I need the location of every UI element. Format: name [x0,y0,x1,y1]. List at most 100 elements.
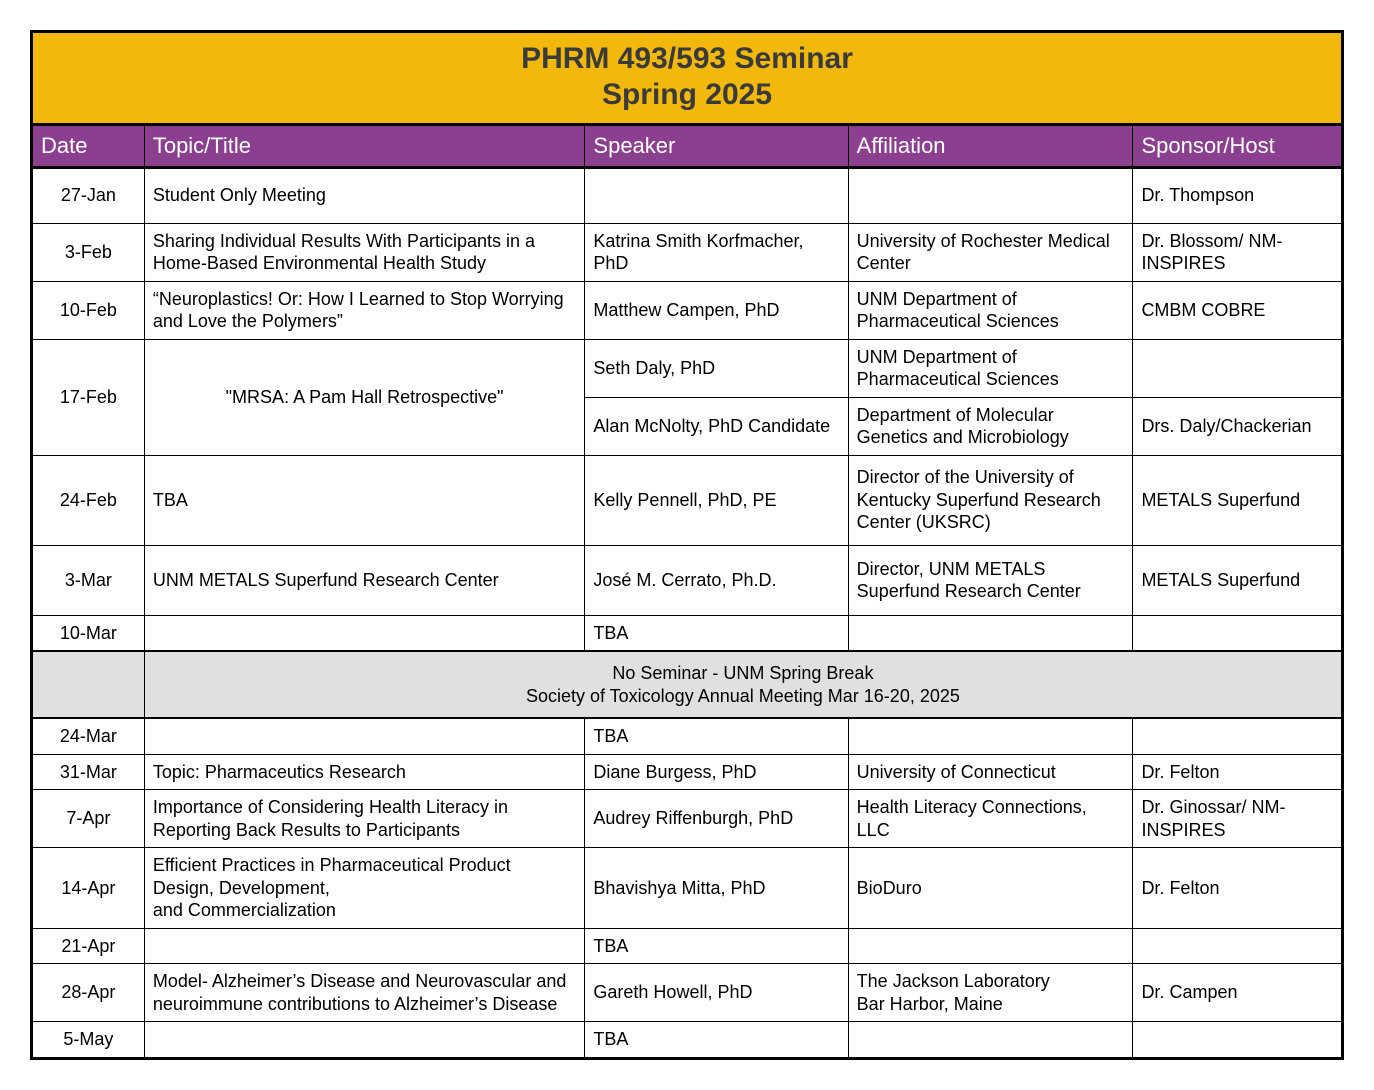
table-row: 24-Feb TBA Kelly Pennell, PhD, PE Direct… [32,455,1343,545]
date-cell: 14-Apr [32,848,145,929]
break-row: No Seminar - UNM Spring Break Society of… [32,651,1343,718]
affiliation-cell [848,1022,1133,1059]
speaker-cell: Audrey Riffenburgh, PhD [585,790,848,848]
topic-cell: TBA [144,455,585,545]
date-cell: 31-Mar [32,754,145,790]
affiliation-cell: UNM Department of Pharmaceutical Science… [848,281,1133,339]
page-title: PHRM 493/593 Seminar Spring 2025 [32,32,1343,125]
speaker-cell: Matthew Campen, PhD [585,281,848,339]
table-row: 3-Mar UNM METALS Superfund Research Cent… [32,545,1343,615]
column-headers: Date Topic/Title Speaker Affiliation Spo… [32,125,1343,168]
table-row: 17-Feb "MRSA: A Pam Hall Retrospective" … [32,339,1343,397]
table-row: 14-Apr Efficient Practices in Pharmaceut… [32,848,1343,929]
affiliation-cell [848,167,1133,223]
date-cell: 27-Jan [32,167,145,223]
topic-cell [144,928,585,964]
host-cell: Dr. Thompson [1133,167,1343,223]
table-row: 7-Apr Importance of Considering Health L… [32,790,1343,848]
title-line2: Spring 2025 [602,78,772,111]
topic-cell [144,615,585,651]
affiliation-cell: The Jackson Laboratory Bar Harbor, Maine [848,964,1133,1022]
topic-cell: “Neuroplastics! Or: How I Learned to Sto… [144,281,585,339]
affiliation-cell: BioDuro [848,848,1133,929]
speaker-cell: Alan McNolty, PhD Candidate [585,397,848,455]
speaker-cell: TBA [585,1022,848,1059]
affiliation-cell: UNM Department of Pharmaceutical Science… [848,339,1133,397]
topic-cell: Topic: Pharmaceutics Research [144,754,585,790]
date-cell: 17-Feb [32,339,145,455]
break-line2: Society of Toxicology Annual Meeting Mar… [526,686,960,706]
col-topic: Topic/Title [144,125,585,168]
host-cell: Dr. Ginossar/ NM-INSPIRES [1133,790,1343,848]
topic-cell: Efficient Practices in Pharmaceutical Pr… [144,848,585,929]
speaker-cell: Bhavishya Mitta, PhD [585,848,848,929]
table-row: 27-Jan Student Only Meeting Dr. Thompson [32,167,1343,223]
col-date: Date [32,125,145,168]
affiliation-cell: Department of Molecular Genetics and Mic… [848,397,1133,455]
col-speaker: Speaker [585,125,848,168]
host-cell: Dr. Campen [1133,964,1343,1022]
date-cell: 28-Apr [32,964,145,1022]
speaker-cell: TBA [585,718,848,754]
host-cell: CMBM COBRE [1133,281,1343,339]
speaker-cell: Diane Burgess, PhD [585,754,848,790]
topic-cell: Sharing Individual Results With Particip… [144,223,585,281]
date-cell: 3-Feb [32,223,145,281]
affiliation-cell: Director of the University of Kentucky S… [848,455,1133,545]
speaker-cell: TBA [585,928,848,964]
table-row: 5-May TBA [32,1022,1343,1059]
host-cell: Dr. Felton [1133,754,1343,790]
date-cell: 24-Mar [32,718,145,754]
topic-cell [144,718,585,754]
date-cell: 10-Mar [32,615,145,651]
title-row: PHRM 493/593 Seminar Spring 2025 [32,32,1343,125]
seminar-schedule-table: PHRM 493/593 Seminar Spring 2025 Date To… [30,30,1344,1060]
affiliation-cell: University of Connecticut [848,754,1133,790]
table-row: 31-Mar Topic: Pharmaceutics Research Dia… [32,754,1343,790]
break-line1: No Seminar - UNM Spring Break [612,663,873,683]
affiliation-cell [848,928,1133,964]
col-affiliation: Affiliation [848,125,1133,168]
host-cell: Dr. Blossom/ NM-INSPIRES [1133,223,1343,281]
host-cell: METALS Superfund [1133,455,1343,545]
topic-cell: Student Only Meeting [144,167,585,223]
speaker-cell: Kelly Pennell, PhD, PE [585,455,848,545]
date-cell: 10-Feb [32,281,145,339]
topic-cell: Importance of Considering Health Literac… [144,790,585,848]
host-cell [1133,928,1343,964]
table-row: 10-Feb “Neuroplastics! Or: How I Learned… [32,281,1343,339]
affiliation-cell: University of Rochester Medical Center [848,223,1133,281]
date-cell: 3-Mar [32,545,145,615]
table-row: 3-Feb Sharing Individual Results With Pa… [32,223,1343,281]
table-row: 24-Mar TBA [32,718,1343,754]
date-cell: 21-Apr [32,928,145,964]
table-row: 21-Apr TBA [32,928,1343,964]
affiliation-cell: Director, UNM METALS Superfund Research … [848,545,1133,615]
break-cell: No Seminar - UNM Spring Break Society of… [144,651,1342,718]
host-cell [1133,615,1343,651]
date-cell: 7-Apr [32,790,145,848]
host-cell: Drs. Daly/Chackerian [1133,397,1343,455]
date-cell: 24-Feb [32,455,145,545]
title-line1: PHRM 493/593 Seminar [521,42,853,75]
topic-cell: UNM METALS Superfund Research Center [144,545,585,615]
speaker-cell [585,167,848,223]
host-cell [1133,1022,1343,1059]
speaker-cell: Seth Daly, PhD [585,339,848,397]
affiliation-cell: Health Literacy Connections, LLC [848,790,1133,848]
speaker-cell: José M. Cerrato, Ph.D. [585,545,848,615]
topic-cell [144,1022,585,1059]
date-cell: 5-May [32,1022,145,1059]
host-cell [1133,339,1343,397]
host-cell [1133,718,1343,754]
col-host: Sponsor/Host [1133,125,1343,168]
host-cell: Dr. Felton [1133,848,1343,929]
speaker-cell: Gareth Howell, PhD [585,964,848,1022]
host-cell: METALS Superfund [1133,545,1343,615]
topic-cell: "MRSA: A Pam Hall Retrospective" [144,339,585,455]
speaker-cell: TBA [585,615,848,651]
affiliation-cell [848,718,1133,754]
table-row: 28-Apr Model- Alzheimer’s Disease and Ne… [32,964,1343,1022]
affiliation-cell [848,615,1133,651]
speaker-cell: Katrina Smith Korfmacher, PhD [585,223,848,281]
